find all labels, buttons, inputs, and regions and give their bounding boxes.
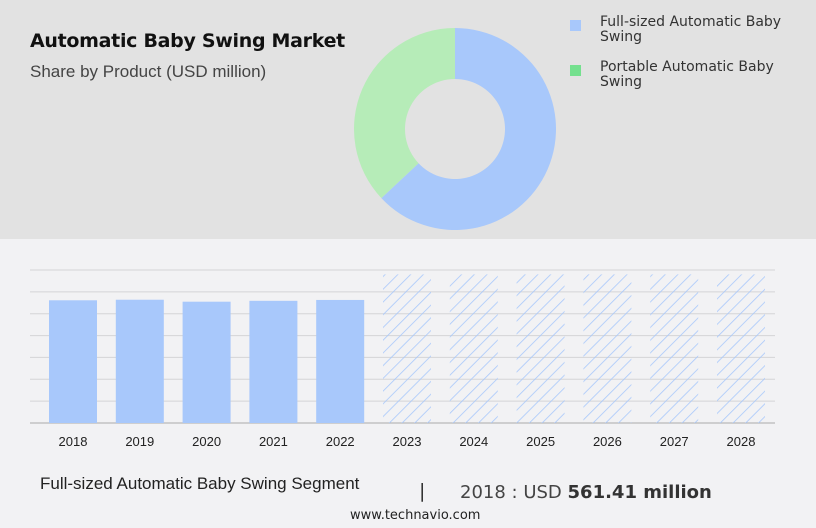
legend-label: Portable Automatic Baby Swing: [600, 59, 774, 90]
bar-2019[interactable]: [115, 299, 164, 423]
legend-item-full-sized[interactable]: Full-sized Automatic Baby Swing: [570, 15, 800, 45]
footer-divider: |: [419, 480, 426, 502]
bar-2021[interactable]: [249, 300, 298, 423]
x-tick-label: 2028: [727, 434, 756, 449]
bar-2020[interactable]: [182, 301, 231, 423]
x-axis-labels: 2018 2019 2020 2021 2022 2023 2024 2025 2026 2027…: [59, 434, 756, 449]
legend-swatch-portable: [570, 65, 581, 76]
x-tick-label: 2023: [393, 434, 422, 449]
donut-slices: [354, 28, 556, 230]
forecast-bar-2023[interactable]: [383, 274, 431, 423]
x-tick-label: 2018: [59, 434, 88, 449]
legend-label: Full-sized Automatic Baby Swing: [600, 14, 782, 45]
forecast-bar-2026[interactable]: [583, 274, 632, 423]
bar-2018[interactable]: [49, 300, 97, 423]
forecast-bar-2027[interactable]: [650, 274, 699, 423]
legend: Full-sized Automatic Baby Swing Portable…: [570, 15, 800, 105]
forecast-bar-2028[interactable]: [717, 274, 765, 423]
bar-chart: 2018 2019 2020 2021 2022 2023 2024 2025 2026 2027…: [30, 269, 775, 449]
x-tick-label: 2021: [259, 434, 288, 449]
donut-slice-portable[interactable]: [354, 28, 455, 199]
bars: [49, 274, 765, 423]
x-tick-label: 2025: [526, 434, 555, 449]
x-tick-label: 2024: [459, 434, 488, 449]
segment-label: Full-sized Automatic Baby Swing Segment: [40, 474, 360, 493]
donut-chart: [354, 28, 556, 230]
legend-swatch-full-sized: [570, 20, 581, 31]
x-tick-label: 2026: [593, 434, 622, 449]
x-tick-label: 2020: [192, 434, 221, 449]
donut-slice-full-sized[interactable]: [381, 28, 556, 230]
page-title: Automatic Baby Swing Market: [30, 30, 345, 52]
x-tick-label: 2027: [660, 434, 689, 449]
segment-value-prefix: 2018 : USD: [460, 482, 562, 503]
watermark: www.technavio.com: [350, 508, 481, 523]
forecast-bar-2025[interactable]: [516, 274, 565, 423]
legend-item-portable[interactable]: Portable Automatic Baby Swing: [570, 60, 800, 90]
segment-value-amount: 561.41 million: [567, 482, 712, 503]
forecast-bar-2024[interactable]: [449, 274, 498, 423]
page-subtitle: Share by Product (USD million): [30, 62, 267, 81]
bar-2022[interactable]: [316, 299, 365, 423]
segment-value: 2018 : USD 561.41 million: [460, 482, 712, 503]
x-tick-label: 2022: [326, 434, 355, 449]
x-tick-label: 2019: [125, 434, 154, 449]
